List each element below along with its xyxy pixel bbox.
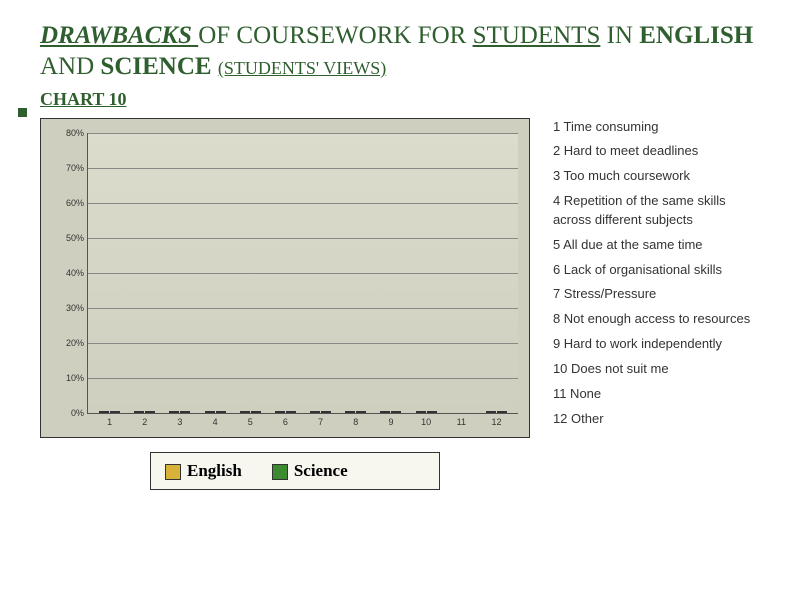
bar-science [180,411,190,413]
legend-swatch [272,464,288,480]
bar-science [251,411,261,413]
grid-line [88,273,518,274]
bar-group: 6 [268,411,303,413]
key-list: 1 Time consuming 2 Hard to meet deadlines… [553,118,760,490]
bar-english [380,411,390,413]
y-tick-label: 40% [46,268,84,278]
x-tick-label: 12 [491,417,501,427]
bar-chart: 123456789101112 0%10%20%30%40%50%60%70%8… [40,118,530,438]
bar-science [321,411,331,413]
x-tick-label: 5 [248,417,253,427]
key-list-item: 3 Too much coursework [553,167,760,186]
bar-science [427,411,437,413]
bar-science [110,411,120,413]
bar-english [345,411,355,413]
bar-group: 10 [409,411,444,413]
bar-science [356,411,366,413]
key-list-item: 12 Other [553,410,760,429]
bar-english [310,411,320,413]
bar-group: 8 [338,411,373,413]
key-list-item: 9 Hard to work independently [553,335,760,354]
bar-english [416,411,426,413]
bar-english [486,411,496,413]
y-tick-label: 30% [46,303,84,313]
bar-science [145,411,155,413]
bar-science [286,411,296,413]
y-tick-label: 70% [46,163,84,173]
bar-group: 12 [479,411,514,413]
slide-title: DRAWBACKS OF COURSEWORK FOR STUDENTS IN … [40,20,760,83]
y-tick-label: 10% [46,373,84,383]
key-list-item: 5 All due at the same time [553,236,760,255]
bar-science [216,411,226,413]
bar-english [240,411,250,413]
bar-science [391,411,401,413]
y-tick-label: 60% [46,198,84,208]
key-list-item: 11 None [553,385,760,404]
bar-group: 3 [162,411,197,413]
key-list-item: 7 Stress/Pressure [553,285,760,304]
bar-group: 9 [373,411,408,413]
bar-group: 7 [303,411,338,413]
bar-english [134,411,144,413]
legend-label: English [187,461,242,480]
bar-science [497,411,507,413]
grid-line [88,168,518,169]
x-tick-label: 11 [457,417,466,427]
chart-column: 123456789101112 0%10%20%30%40%50%60%70%8… [40,118,533,490]
legend-swatch [165,464,181,480]
key-list-item: 4 Repetition of the same skills across d… [553,192,760,230]
legend-label: Science [294,461,348,480]
x-tick-label: 4 [213,417,218,427]
x-tick-label: 7 [318,417,323,427]
chart-legend: English Science [150,452,440,490]
x-tick-label: 3 [177,417,182,427]
y-tick-label: 0% [46,408,84,418]
grid-line [88,133,518,134]
key-list-item: 1 Time consuming [553,118,760,137]
y-tick-label: 50% [46,233,84,243]
grid-line [88,308,518,309]
content-row: 123456789101112 0%10%20%30%40%50%60%70%8… [40,118,760,490]
bar-english [169,411,179,413]
key-list-item: 6 Lack of organisational skills [553,261,760,280]
bar-english [205,411,215,413]
bullet-icon [18,108,27,117]
chart-number: CHART 10 [40,89,760,110]
x-tick-label: 9 [388,417,393,427]
plot-area: 123456789101112 0%10%20%30%40%50%60%70%8… [87,133,518,414]
grid-line [88,343,518,344]
bar-group: 11 [444,411,479,413]
grid-line [88,203,518,204]
slide: DRAWBACKS OF COURSEWORK FOR STUDENTS IN … [0,0,800,600]
grid-line [88,238,518,239]
y-tick-label: 20% [46,338,84,348]
x-tick-label: 1 [107,417,112,427]
grid-line [88,378,518,379]
bar-english [275,411,285,413]
bar-english [99,411,109,413]
bar-group: 2 [127,411,162,413]
key-list-item: 2 Hard to meet deadlines [553,142,760,161]
bar-group: 5 [233,411,268,413]
x-tick-label: 6 [283,417,288,427]
x-tick-label: 10 [421,417,431,427]
bar-group: 4 [198,411,233,413]
bar-group: 1 [92,411,127,413]
key-list-item: 8 Not enough access to resources [553,310,760,329]
legend-entry: Science [272,461,348,481]
x-tick-label: 2 [142,417,147,427]
key-list-item: 10 Does not suit me [553,360,760,379]
y-tick-label: 80% [46,128,84,138]
x-tick-label: 8 [353,417,358,427]
legend-entry: English [165,461,242,481]
